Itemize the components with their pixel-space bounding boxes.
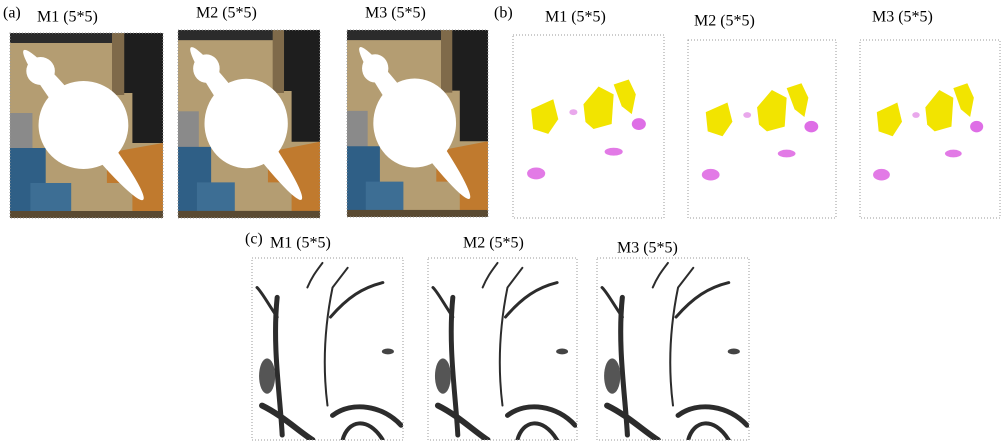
image bbox=[178, 30, 320, 218]
image-title: M2 (5*5) bbox=[694, 13, 755, 30]
image-frame bbox=[596, 257, 750, 441]
image-frame bbox=[9, 32, 164, 219]
image-frame bbox=[859, 39, 1001, 219]
image bbox=[688, 40, 836, 218]
image bbox=[428, 258, 577, 440]
image bbox=[252, 258, 403, 440]
image bbox=[10, 33, 163, 218]
image-title: M3 (5*5) bbox=[617, 240, 678, 257]
image-title: M3 (5*5) bbox=[365, 5, 426, 22]
image-frame bbox=[687, 39, 837, 219]
image bbox=[347, 30, 488, 217]
image-title: M1 (5*5) bbox=[37, 9, 98, 26]
panel-label: (b) bbox=[494, 5, 513, 22]
image-title: M2 (5*5) bbox=[463, 235, 524, 252]
image-frame bbox=[346, 29, 489, 218]
image-title: M1 (5*5) bbox=[270, 235, 331, 252]
image-frame bbox=[512, 34, 665, 219]
image-title: M3 (5*5) bbox=[872, 9, 933, 26]
image-frame bbox=[427, 257, 578, 441]
image bbox=[860, 40, 1000, 218]
image-frame bbox=[251, 257, 404, 441]
image-title: M2 (5*5) bbox=[196, 5, 257, 22]
panel-label: (a) bbox=[3, 5, 21, 22]
image bbox=[513, 35, 664, 218]
image-title: M1 (5*5) bbox=[545, 9, 606, 26]
panel-label: (c) bbox=[245, 231, 263, 248]
image bbox=[597, 258, 749, 440]
